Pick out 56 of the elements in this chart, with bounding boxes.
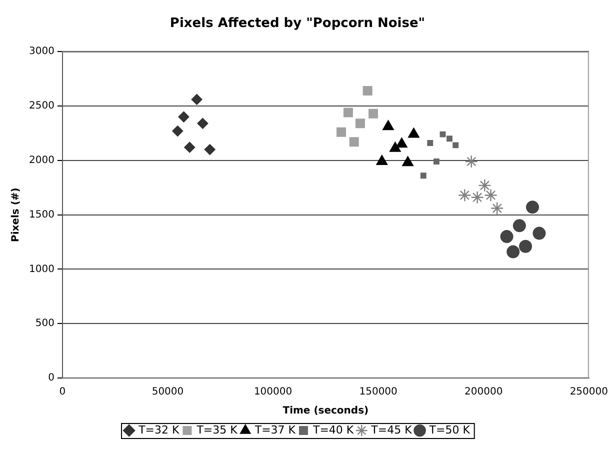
point bbox=[420, 172, 426, 179]
x-tick-label: 100000 bbox=[254, 386, 292, 398]
point bbox=[452, 142, 459, 148]
point bbox=[446, 136, 452, 142]
point bbox=[433, 158, 440, 164]
y-axis-title: Pixels (#) bbox=[10, 188, 22, 242]
x-tick-label: 150000 bbox=[359, 386, 398, 398]
chart-title: Pixels Affected by "Popcorn Noise" bbox=[170, 16, 426, 32]
point bbox=[184, 142, 196, 153]
legend-label: T=35 K bbox=[196, 423, 238, 436]
point bbox=[355, 118, 365, 128]
y-tick-label: 500 bbox=[35, 318, 54, 330]
y-tick-label: 0 bbox=[48, 372, 54, 384]
point bbox=[362, 86, 372, 96]
point bbox=[519, 240, 532, 253]
y-tick-label: 2500 bbox=[28, 100, 54, 112]
point bbox=[478, 178, 492, 192]
point bbox=[526, 200, 539, 214]
point bbox=[427, 140, 434, 146]
point bbox=[532, 226, 546, 240]
point bbox=[336, 127, 346, 137]
y-tick-label: 1500 bbox=[28, 209, 54, 220]
point bbox=[349, 137, 359, 147]
point bbox=[204, 144, 216, 156]
x-axis-title: Time (seconds) bbox=[282, 406, 369, 417]
point bbox=[197, 118, 208, 129]
point bbox=[458, 188, 472, 202]
point bbox=[191, 94, 202, 105]
x-tick-label: 50000 bbox=[152, 386, 184, 398]
point bbox=[382, 120, 394, 130]
y-tick-label: 3000 bbox=[28, 46, 54, 58]
point bbox=[178, 111, 190, 122]
legend-label: T=32 K bbox=[138, 423, 180, 436]
point bbox=[506, 245, 520, 258]
point bbox=[343, 108, 353, 118]
point bbox=[368, 108, 378, 118]
legend-label: T=40 K bbox=[312, 423, 354, 436]
legend-label: T=45 K bbox=[370, 423, 413, 436]
point bbox=[484, 188, 498, 202]
point bbox=[512, 219, 526, 232]
x-tick-label: 250000 bbox=[570, 386, 608, 398]
x-tick-label: 200000 bbox=[464, 386, 503, 398]
point bbox=[470, 190, 484, 204]
y-tick-label: 2000 bbox=[28, 154, 54, 166]
point bbox=[402, 156, 414, 166]
point bbox=[440, 131, 446, 138]
point bbox=[172, 126, 184, 137]
point bbox=[464, 154, 478, 168]
point bbox=[500, 230, 514, 244]
y-tick-label: 1000 bbox=[28, 264, 54, 275]
point bbox=[396, 138, 408, 148]
point bbox=[408, 128, 420, 138]
point bbox=[490, 202, 504, 215]
legend-label: T=50 K bbox=[428, 423, 471, 436]
legend-label: T=37 K bbox=[254, 423, 296, 436]
x-tick-label: 0 bbox=[59, 386, 66, 398]
